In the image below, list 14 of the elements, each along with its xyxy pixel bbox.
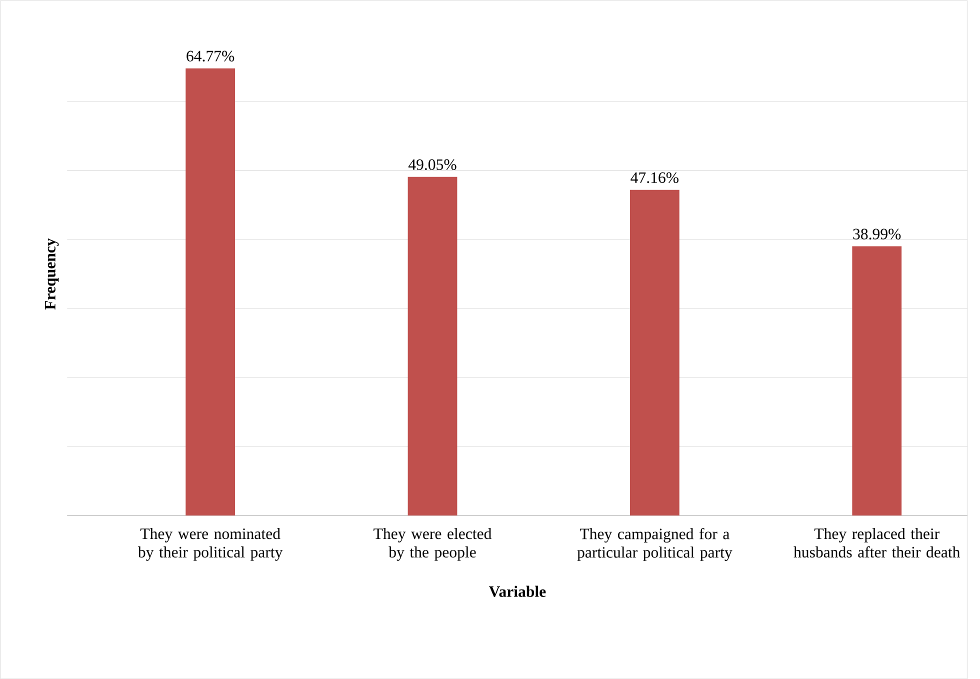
x-axis-title: Variable xyxy=(488,586,546,597)
data-label: 38.99% xyxy=(853,228,901,240)
bar xyxy=(630,190,680,516)
data-label: 49.05% xyxy=(408,159,456,170)
x-tick-label: They were elected by the people xyxy=(374,528,492,561)
x-tick-label: They replaced their husbands after their death xyxy=(794,528,960,558)
x-tick-label: They were nominated by their political party xyxy=(138,528,283,561)
bar xyxy=(852,246,902,516)
bar xyxy=(186,68,236,516)
data-label: 64.77% xyxy=(186,50,234,62)
data-label: 47.16% xyxy=(630,172,678,183)
bar xyxy=(408,176,458,516)
y-axis-title: Frequency xyxy=(44,238,59,310)
x-tick-label: They campaigned for a particular political party xyxy=(577,528,732,561)
